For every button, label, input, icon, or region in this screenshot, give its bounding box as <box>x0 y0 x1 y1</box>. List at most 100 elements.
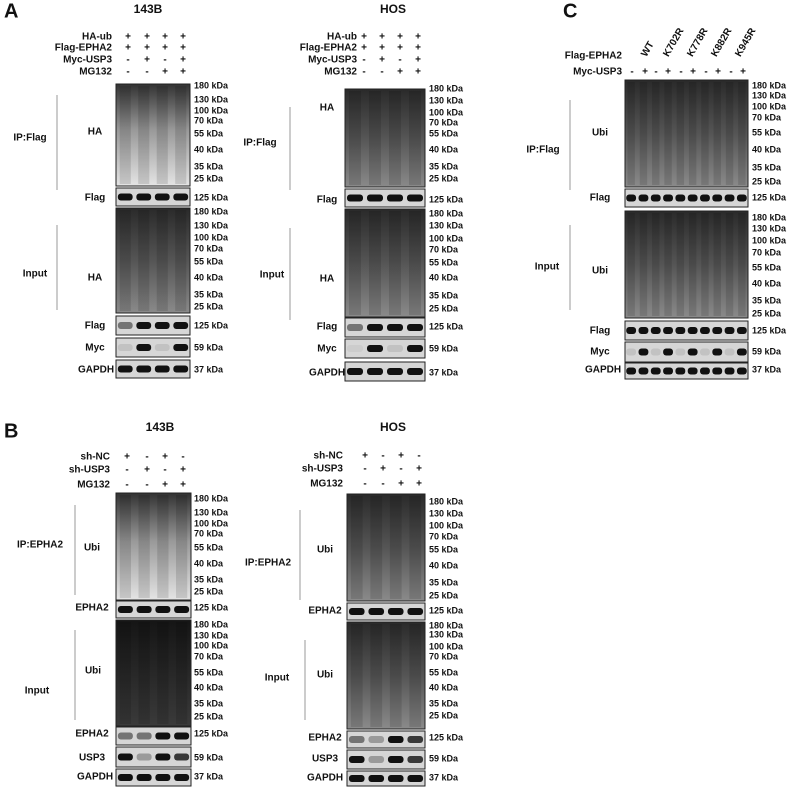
marker-label: 35 kDa <box>429 161 459 171</box>
band <box>626 194 637 202</box>
blot-strip <box>115 726 192 746</box>
band <box>387 194 403 202</box>
antibody-label: Flag <box>317 195 338 206</box>
blot-smear <box>115 492 192 601</box>
marker-label: 70 kDa <box>429 531 459 541</box>
antibody-label: EPHA2 <box>308 733 342 744</box>
band <box>736 327 747 334</box>
marker-label: 130 kDa <box>194 507 229 517</box>
condition-sign: - <box>126 67 129 78</box>
condition-sign: + <box>398 451 404 462</box>
band <box>724 367 735 375</box>
band <box>700 348 710 356</box>
blot-title: 143B <box>134 2 163 16</box>
condition-sign: - <box>381 451 384 462</box>
panel-label: C <box>563 0 577 22</box>
blot-title: 143B <box>146 420 175 434</box>
condition-name: sh-USP3 <box>302 464 344 475</box>
antibody-label: HA <box>320 274 334 285</box>
marker-label: 55 kDa <box>194 256 224 266</box>
group-label: Input <box>23 269 48 280</box>
marker-label: 55 kDa <box>429 128 459 138</box>
antibody-label: Flag <box>85 321 106 332</box>
band <box>638 327 649 334</box>
band <box>712 327 723 334</box>
band <box>154 365 170 373</box>
blot-title: HOS <box>380 420 406 434</box>
marker-label: 40 kDa <box>194 558 224 568</box>
band <box>407 608 424 615</box>
condition-sign: + <box>162 43 168 54</box>
condition-name: sh-NC <box>81 452 110 463</box>
marker-label: 59 kDa <box>752 346 782 356</box>
condition-sign: + <box>162 452 168 463</box>
lane-streak <box>389 91 401 185</box>
condition-sign: + <box>361 43 367 54</box>
band <box>347 345 363 352</box>
band <box>387 345 403 352</box>
lane-streak <box>156 86 168 184</box>
marker-label: 70 kDa <box>429 244 459 254</box>
band <box>407 368 423 375</box>
condition-sign: + <box>180 480 186 491</box>
antibody-label: HA <box>320 103 334 114</box>
blot-strip <box>115 337 191 358</box>
band <box>650 327 661 334</box>
marker-label: 40 kDa <box>429 560 459 570</box>
band <box>173 344 189 351</box>
band <box>687 327 698 334</box>
condition-sign: - <box>163 465 166 476</box>
blot-strip <box>346 730 426 749</box>
band <box>154 193 170 201</box>
blot-strip <box>346 770 426 787</box>
marker-label: 59 kDa <box>194 752 224 762</box>
marker-label: 40 kDa <box>194 682 224 692</box>
marker-label: 70 kDa <box>194 243 224 253</box>
lane-streak <box>664 213 672 316</box>
marker-label: 35 kDa <box>194 289 224 299</box>
lane-streak <box>664 82 672 185</box>
band <box>173 365 189 373</box>
antibody-label: Ubi <box>317 545 333 556</box>
group-label: IP:Flag <box>13 133 46 144</box>
band <box>368 775 385 782</box>
band <box>626 367 637 375</box>
antibody-label: Ubi <box>317 670 333 681</box>
marker-label: 37 kDa <box>429 367 459 377</box>
marker-label: 125 kDa <box>194 602 229 612</box>
lane-streak <box>156 210 168 311</box>
band <box>368 736 385 743</box>
band <box>348 775 365 782</box>
band <box>687 348 698 356</box>
band <box>367 345 383 352</box>
marker-label: 37 kDa <box>752 364 782 374</box>
band <box>368 756 385 763</box>
marker-label: 100 kDa <box>194 640 229 650</box>
antibody-label: Ubi <box>592 128 608 139</box>
condition-name: MG132 <box>79 67 112 78</box>
blot-strip <box>344 338 426 359</box>
blot-strip <box>115 600 192 619</box>
marker-label: 55 kDa <box>194 542 224 552</box>
lane-streak <box>738 82 746 185</box>
marker-label: 35 kDa <box>429 290 459 300</box>
condition-name: Flag-EPHA2 <box>300 43 358 54</box>
lane-streak <box>349 211 361 315</box>
marker-label: 70 kDa <box>194 115 224 125</box>
condition-sign: WT <box>639 40 656 59</box>
lane-streak <box>627 213 635 316</box>
antibody-label: Flag <box>317 322 338 333</box>
blot-strip <box>624 188 749 208</box>
marker-label: 125 kDa <box>429 194 464 204</box>
group-label: Input <box>25 686 50 697</box>
condition-sign: + <box>144 55 150 66</box>
lane-streak <box>409 211 421 315</box>
antibody-label: GAPDH <box>585 365 621 376</box>
condition-sign: + <box>415 55 421 66</box>
condition-sign: - <box>363 479 366 490</box>
antibody-label: HA <box>88 127 102 138</box>
band <box>117 365 133 373</box>
lane-streak <box>119 495 131 598</box>
band <box>687 367 698 375</box>
lane-streak <box>349 91 361 185</box>
